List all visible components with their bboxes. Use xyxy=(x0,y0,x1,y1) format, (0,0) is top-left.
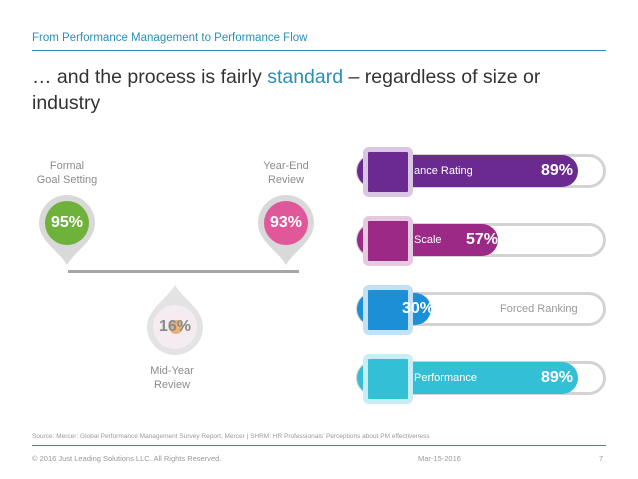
pin-goal-setting: 95% xyxy=(37,193,97,267)
pin-label-mid-year: Mid-Year Review xyxy=(122,364,222,392)
pin-label-line: Mid-Year xyxy=(150,365,194,377)
bar-row-forced-ranking: Forced Ranking 30% xyxy=(356,285,606,338)
pin-label-line: Year-End xyxy=(263,160,309,172)
pin-label-line: Goal Setting xyxy=(36,174,98,186)
pin-value: 95% xyxy=(50,214,84,231)
bar-row-performance: Performance 89% xyxy=(356,354,606,407)
pin-label-goal-setting: Formal Goal Setting xyxy=(17,159,117,187)
bar-row-scale: Scale 57% xyxy=(356,216,606,269)
bar-value: 57% xyxy=(466,231,499,248)
bar-row-rating: ance Rating 89% xyxy=(356,147,606,200)
bar-label: Forced Ranking xyxy=(500,303,578,315)
headline-highlight: standard xyxy=(267,66,344,88)
headline-text-start: … and the process is fairly xyxy=(32,66,268,88)
bar-badge xyxy=(363,354,413,404)
pin-label-line: Review xyxy=(267,174,305,186)
pin-label-year-end: Year-End Review xyxy=(236,159,336,187)
header-divider xyxy=(32,50,606,51)
header-title: From Performance Management to Performan… xyxy=(32,32,308,44)
source-note: Source: Mercer: Global Performance Manag… xyxy=(32,433,430,440)
map-pin-icon xyxy=(147,285,203,355)
footer-divider xyxy=(32,445,606,446)
bar-label: Scale xyxy=(414,234,442,246)
pin-year-end: 93% xyxy=(256,193,316,267)
pin-value: 93% xyxy=(269,214,303,231)
bar-value: 89% xyxy=(541,162,574,179)
bar-badge xyxy=(363,216,413,266)
bar-label: ance Rating xyxy=(414,165,473,177)
pin-label-line: Review xyxy=(153,379,191,391)
footer-copyright: © 2016 Just Leading Solutions LLC. All R… xyxy=(32,454,222,463)
map-pin-icon xyxy=(258,195,314,265)
pin-value: 16% xyxy=(158,318,192,335)
bar-value: 89% xyxy=(541,369,574,386)
page-number: 7 xyxy=(599,454,604,463)
bar-badge xyxy=(363,285,413,335)
bar-value: 30% xyxy=(402,300,435,317)
pin-mid-year: 16% xyxy=(145,283,205,357)
bar-label: Performance xyxy=(414,372,477,384)
footer-date: Mar-15-2016 xyxy=(418,454,461,463)
slide-headline: … and the process is fairly standard – r… xyxy=(32,64,602,116)
bar-badge xyxy=(363,147,413,197)
timeline-line xyxy=(68,270,299,273)
headline-text-end: – regardless of size or industry xyxy=(32,66,541,114)
pin-label-line: Formal xyxy=(49,160,85,172)
map-pin-icon xyxy=(39,195,95,265)
